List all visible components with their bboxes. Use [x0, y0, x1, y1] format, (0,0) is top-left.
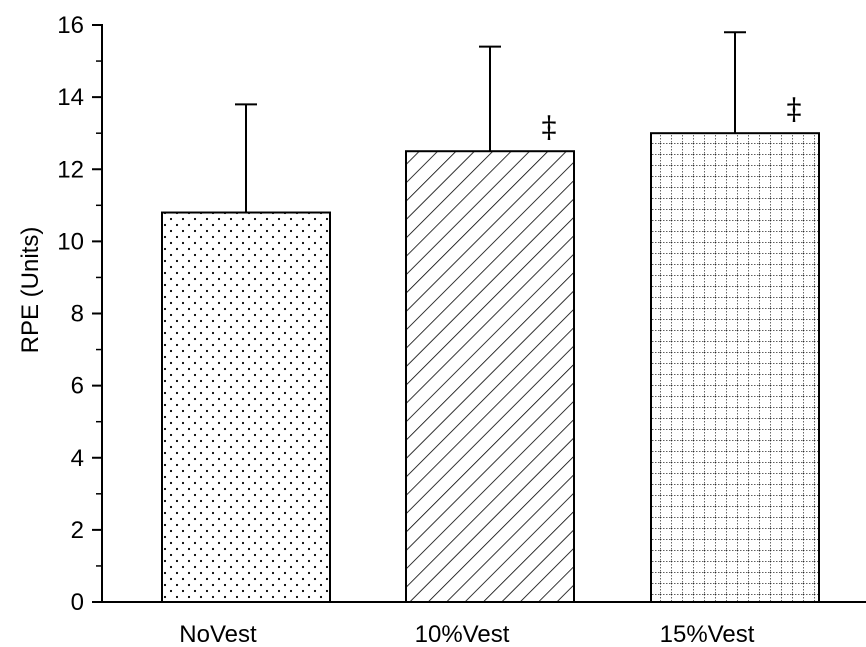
significance-marker: ‡ — [787, 92, 802, 127]
y-ticks-layer: 0 2 4 6 8 10 12 14 16 — [57, 12, 102, 616]
x-labels-layer: NoVest 10%Vest 15%Vest — [179, 621, 754, 647]
y-tick-label: 8 — [71, 301, 84, 328]
x-category-label: 15%Vest — [660, 621, 755, 647]
y-tick-label: 4 — [71, 445, 84, 472]
y-tick-label: 6 — [71, 373, 84, 400]
x-category-label: NoVest — [179, 621, 257, 647]
bar-novest — [161, 211, 331, 603]
bar-15-vest — [650, 132, 820, 603]
y-tick-label: 0 — [71, 589, 84, 616]
bar-10-vest — [405, 150, 575, 603]
bars-layer — [161, 132, 820, 603]
y-tick-label: 10 — [57, 228, 84, 255]
y-tick-label: 2 — [71, 517, 84, 544]
annotations-layer: ‡‡ — [542, 92, 802, 145]
x-category-label: 10%Vest — [415, 621, 510, 647]
y-tick-label: 16 — [57, 12, 84, 39]
significance-marker: ‡ — [542, 110, 557, 145]
error-bars-layer — [235, 31, 746, 213]
y-axis-title: RPE (Units) — [17, 227, 44, 354]
y-tick-label: 14 — [57, 84, 84, 111]
y-tick-label: 12 — [57, 156, 84, 183]
